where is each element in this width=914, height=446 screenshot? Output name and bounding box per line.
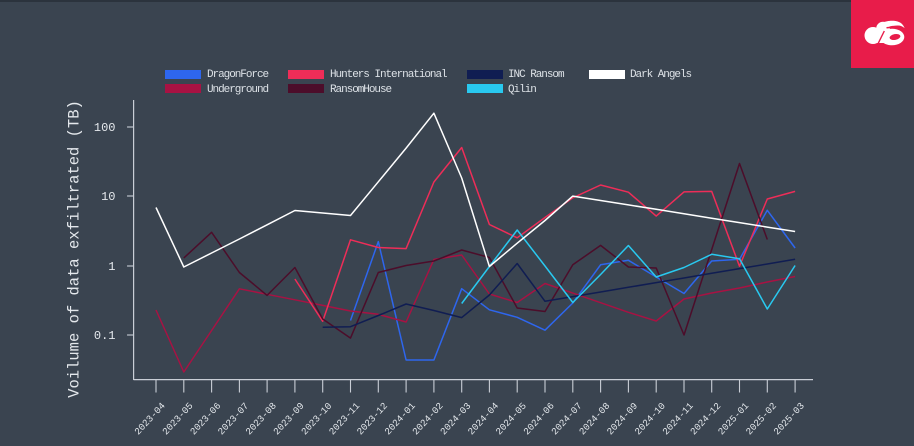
svg-text:0.1: 0.1 [94,329,116,343]
svg-text:100: 100 [94,121,116,135]
svg-text:2025-03: 2025-03 [772,400,807,437]
svg-text:1: 1 [108,260,115,274]
svg-text:10: 10 [101,190,115,204]
svg-text:Voilume of data exfiltrated (T: Voilume of data exfiltrated (TB) [66,100,84,398]
